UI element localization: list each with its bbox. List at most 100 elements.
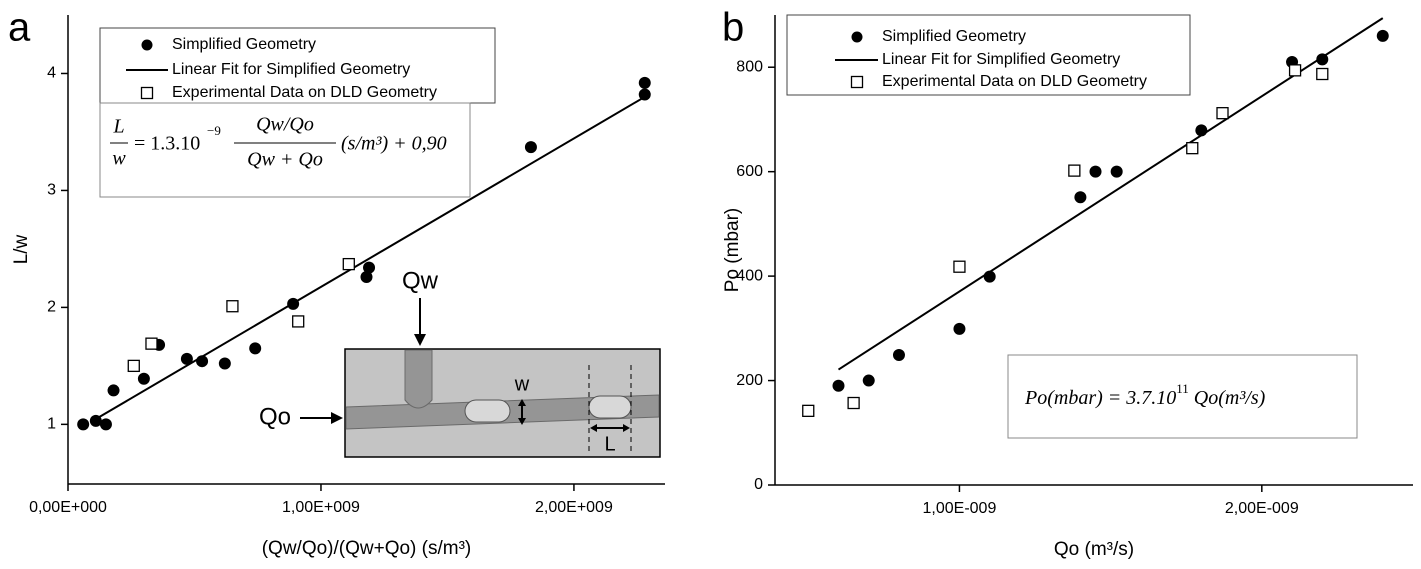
point [953, 322, 966, 335]
point [1195, 124, 1208, 137]
arrow-head [623, 424, 630, 432]
x-tick-label: 1,00E+009 [282, 499, 360, 516]
point [180, 352, 193, 365]
y-tick-label: 4 [47, 65, 56, 82]
point [1068, 164, 1081, 177]
channel [404, 349, 433, 409]
point [1089, 165, 1102, 178]
equation-text: 11 [1176, 381, 1189, 396]
point [862, 374, 875, 387]
point [360, 270, 373, 283]
y-tick-label: 2 [47, 299, 56, 316]
point [953, 260, 966, 273]
legend-marker [850, 75, 864, 89]
equation-box [99, 102, 471, 198]
equation-text: L [112, 116, 124, 138]
equation-text: −9 [207, 123, 221, 138]
point [983, 270, 996, 283]
point [145, 337, 158, 350]
panel-label: a [8, 6, 31, 50]
point [802, 404, 815, 417]
y-tick-label: 800 [736, 58, 763, 75]
y-tick-label: 200 [736, 372, 763, 389]
y-tick-label: 600 [736, 163, 763, 180]
equation-box [1007, 354, 1358, 439]
legend-label: Linear Fit for Simplified Geometry [882, 51, 1120, 68]
inset: w L [344, 348, 661, 458]
legend-marker [851, 31, 863, 43]
point [89, 414, 102, 427]
point [99, 418, 112, 431]
point [137, 372, 150, 385]
y-tick-label: 400 [736, 267, 763, 284]
point [196, 355, 209, 368]
point [638, 76, 651, 89]
legend-label: Experimental Data on DLD Geometry [882, 73, 1147, 90]
point [1316, 67, 1329, 81]
point [1288, 64, 1302, 77]
arrow-head [414, 334, 426, 346]
point [832, 379, 845, 392]
equation-text: Qo(m³/s) [1189, 387, 1266, 409]
x-axis-title: (Qw/Qo)/(Qw+Qo) (s/m³) [262, 538, 472, 559]
inset-label: Qo [259, 403, 291, 430]
x-tick-label: 2,00E+009 [535, 499, 613, 516]
point [892, 348, 905, 361]
point [107, 384, 120, 397]
point [1316, 53, 1329, 66]
droplet [464, 399, 511, 423]
y-tick-label: 0 [754, 476, 763, 493]
legend-marker [140, 86, 154, 100]
y-tick-label: 3 [47, 182, 56, 199]
inset-label: L [604, 433, 615, 455]
point [363, 261, 376, 274]
y-axis-title: Po (mbar) [722, 208, 743, 292]
equation-text: = 1.3.10 [134, 133, 200, 155]
equation-text: Po(mbar) = 3.7.10 [1024, 387, 1176, 409]
equation: Po(mbar) = 3.7.1011 Qo(m³/s) [1024, 381, 1266, 409]
legend-label: Linear Fit for Simplified Geometry [172, 61, 410, 78]
point [77, 418, 90, 431]
legend-label: Experimental Data on DLD Geometry [172, 84, 437, 101]
point [342, 257, 355, 271]
equation-text: Qw + Qo [247, 149, 323, 171]
point [1074, 191, 1087, 204]
equation-text: Qw/Qo [256, 114, 314, 136]
point [1110, 165, 1123, 178]
point [847, 396, 860, 410]
y-axis-title: L/w [11, 234, 32, 264]
x-axis-title: Qo (m³/s) [1054, 539, 1134, 560]
inset-label: Qw [402, 267, 439, 294]
point [218, 357, 231, 370]
legend-label: Simplified Geometry [882, 28, 1026, 45]
y-tick-label: 1 [47, 416, 56, 433]
arrow-head [518, 399, 526, 406]
equation-text: w [112, 148, 126, 170]
equation-text: (s/m³) + 0,90 [341, 133, 447, 155]
panel-label: b [722, 6, 744, 50]
inset-label: w [514, 373, 530, 395]
fit-line [837, 17, 1384, 371]
point [1186, 142, 1199, 155]
arrow-head [331, 412, 343, 424]
legend-box [99, 27, 496, 104]
point [1376, 29, 1389, 42]
arrow-head [518, 418, 526, 425]
point [249, 342, 262, 355]
x-tick-label: 2,00E-009 [1225, 500, 1299, 517]
point [127, 359, 140, 373]
arrow-head [590, 424, 597, 432]
legend-marker [141, 39, 153, 51]
point [524, 141, 537, 154]
point [287, 297, 300, 310]
fit-line [90, 96, 646, 423]
legend-label: Simplified Geometry [172, 36, 316, 53]
point [292, 315, 305, 328]
x-tick-label: 0,00E+000 [29, 499, 107, 516]
point [1216, 107, 1229, 120]
x-tick-label: 1,00E-009 [923, 500, 997, 517]
droplet [588, 395, 632, 419]
point [638, 88, 651, 101]
